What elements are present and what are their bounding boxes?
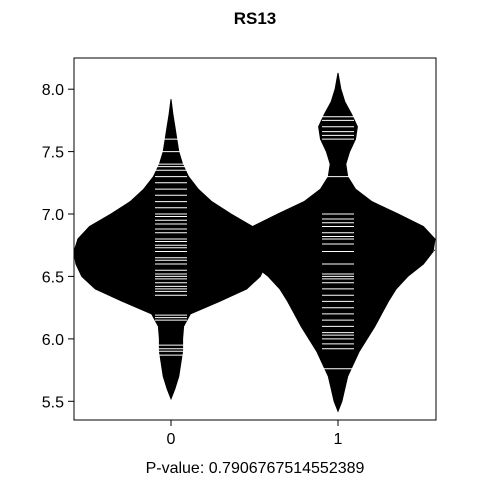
beans-layer xyxy=(73,72,436,413)
y-tick-label-5: 8.0 xyxy=(42,82,64,99)
bean-1 xyxy=(240,72,436,413)
y-tick-label-0: 5.5 xyxy=(42,394,64,411)
chart-title: RS13 xyxy=(234,9,277,28)
bean-density-1 xyxy=(240,72,436,413)
y-tick-label-3: 7.0 xyxy=(42,207,64,224)
x-axis-label: P-value: 0.7906767514552389 xyxy=(146,460,365,477)
y-tick-label-2: 6.5 xyxy=(42,269,64,286)
y-tick-label-4: 7.5 xyxy=(42,145,64,162)
x-tick-label-1: 1 xyxy=(334,431,343,448)
y-tick-label-1: 6.0 xyxy=(42,332,64,349)
plot-frame xyxy=(73,57,437,421)
bean-density-0 xyxy=(73,99,269,401)
y-axis: 5.5 6.0 6.5 7.0 7.5 8.0 xyxy=(42,82,74,411)
x-tick-label-0: 0 xyxy=(167,431,176,448)
